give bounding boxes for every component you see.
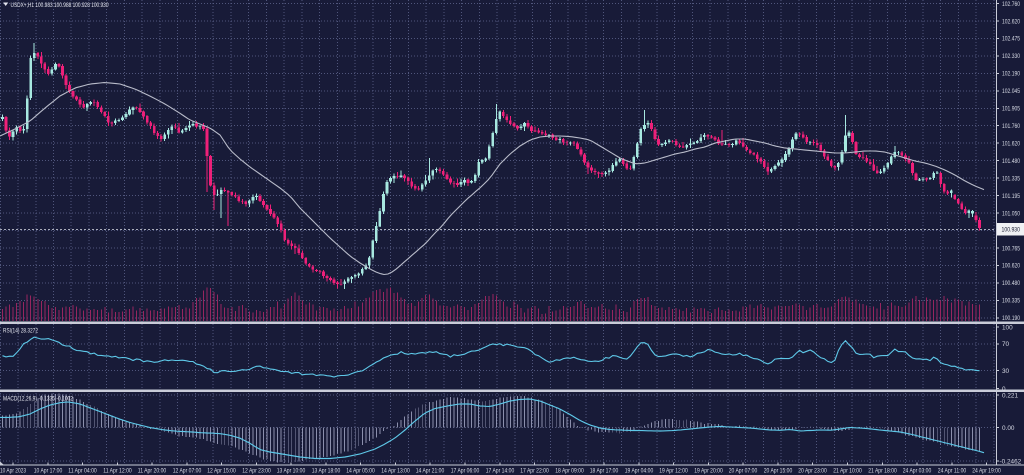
- svg-text:101.195: 101.195: [1002, 193, 1020, 200]
- svg-text:101.760: 101.760: [1002, 123, 1020, 130]
- svg-text:102.760: 102.760: [1002, 1, 1020, 8]
- svg-text:19 Apr 20:00: 19 Apr 20:00: [694, 468, 723, 475]
- svg-text:10 Apr 2023: 10 Apr 2023: [0, 468, 26, 475]
- svg-text:14 Apr 13:00: 14 Apr 13:00: [381, 468, 410, 475]
- svg-text:102.045: 102.045: [1002, 88, 1020, 95]
- svg-text:18 Apr 09:00: 18 Apr 09:00: [555, 468, 584, 475]
- svg-text:100.930: 100.930: [1002, 227, 1021, 234]
- svg-text:17 Apr 14:00: 17 Apr 14:00: [486, 468, 515, 475]
- svg-text:-0.2462: -0.2462: [1000, 458, 1022, 465]
- svg-text:MACD(12,26,9) -0.1335 -0.1002: MACD(12,26,9) -0.1335 -0.1002: [3, 395, 73, 402]
- svg-text:21 Apr 10:00: 21 Apr 10:00: [833, 468, 862, 475]
- svg-text:0.221: 0.221: [1002, 392, 1018, 399]
- svg-text:102.330: 102.330: [1002, 53, 1020, 60]
- svg-text:13 Apr 18:00: 13 Apr 18:00: [312, 468, 341, 475]
- svg-text:14 Apr 05:00: 14 Apr 05:00: [346, 468, 375, 475]
- svg-text:20 Apr 07:00: 20 Apr 07:00: [729, 468, 758, 475]
- svg-text:RSI(14) 28.3272: RSI(14) 28.3272: [3, 327, 38, 334]
- svg-text:17 Apr 06:00: 17 Apr 06:00: [451, 468, 480, 475]
- svg-text:101.620: 101.620: [1002, 141, 1020, 148]
- svg-text:101.050: 101.050: [1002, 210, 1020, 217]
- svg-text:24 Apr 03:00: 24 Apr 03:00: [903, 468, 932, 475]
- svg-text:102.475: 102.475: [1002, 36, 1020, 43]
- svg-text:24 Apr 11:00: 24 Apr 11:00: [938, 468, 967, 475]
- svg-text:USDX+,H1 100.983 100.988 100.9: USDX+,H1 100.983 100.988 100.928 100.930: [11, 2, 109, 9]
- svg-text:101.480: 101.480: [1002, 158, 1020, 165]
- svg-text:21 Apr 18:00: 21 Apr 18:00: [868, 468, 897, 475]
- svg-text:0: 0: [1002, 386, 1006, 393]
- svg-text:19 Apr 12:00: 19 Apr 12:00: [659, 468, 688, 475]
- svg-text:20 Apr 23:00: 20 Apr 23:00: [798, 468, 827, 475]
- svg-text:12 Apr 15:00: 12 Apr 15:00: [207, 468, 236, 475]
- svg-text:100: 100: [1002, 324, 1013, 331]
- svg-text:12 Apr 23:00: 12 Apr 23:00: [242, 468, 271, 475]
- svg-text:18 Apr 17:00: 18 Apr 17:00: [590, 468, 619, 475]
- svg-text:100.335: 100.335: [1002, 298, 1020, 305]
- svg-text:19 Apr 04:00: 19 Apr 04:00: [625, 468, 654, 475]
- svg-text:0.00: 0.00: [1002, 425, 1015, 432]
- svg-text:100.765: 100.765: [1002, 245, 1020, 252]
- svg-text:11 Apr 12:00: 11 Apr 12:00: [103, 468, 132, 475]
- svg-text:13 Apr 10:00: 13 Apr 10:00: [277, 468, 306, 475]
- svg-text:102.620: 102.620: [1002, 18, 1020, 25]
- svg-text:30: 30: [1002, 368, 1010, 375]
- svg-text:100.480: 100.480: [1002, 280, 1020, 287]
- svg-text:11 Apr 04:00: 11 Apr 04:00: [68, 468, 97, 475]
- svg-text:14 Apr 21:00: 14 Apr 21:00: [416, 468, 445, 475]
- svg-text:101.335: 101.335: [1002, 175, 1020, 182]
- svg-text:100.190: 100.190: [1002, 315, 1020, 322]
- svg-text:10 Apr 17:00: 10 Apr 17:00: [34, 468, 63, 475]
- svg-text:11 Apr 20:00: 11 Apr 20:00: [138, 468, 167, 475]
- svg-text:101.905: 101.905: [1002, 106, 1020, 113]
- svg-text:12 Apr 07:00: 12 Apr 07:00: [173, 468, 202, 475]
- svg-text:24 Apr 19:00: 24 Apr 19:00: [972, 468, 1001, 475]
- svg-text:100.620: 100.620: [1002, 263, 1020, 270]
- svg-text:102.190: 102.190: [1002, 71, 1020, 78]
- svg-text:20 Apr 15:00: 20 Apr 15:00: [764, 468, 793, 475]
- svg-text:17 Apr 22:00: 17 Apr 22:00: [520, 468, 549, 475]
- svg-text:70: 70: [1002, 341, 1010, 348]
